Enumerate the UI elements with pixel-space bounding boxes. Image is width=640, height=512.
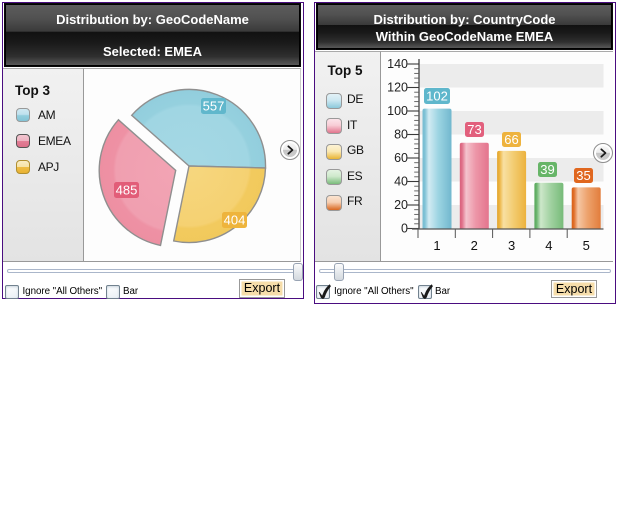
svg-text:1: 1	[433, 238, 440, 253]
svg-text:20: 20	[394, 198, 408, 212]
svg-text:40: 40	[394, 175, 408, 189]
svg-text:485: 485	[116, 183, 138, 198]
svg-text:80: 80	[394, 128, 408, 142]
svg-text:120: 120	[387, 81, 408, 95]
svg-text:4: 4	[545, 238, 552, 253]
svg-text:73: 73	[467, 122, 481, 137]
svg-text:100: 100	[387, 104, 408, 118]
svg-text:5: 5	[583, 238, 590, 253]
svg-text:557: 557	[203, 99, 225, 114]
svg-text:140: 140	[387, 57, 408, 71]
svg-text:2: 2	[471, 238, 478, 253]
svg-text:39: 39	[540, 162, 554, 177]
svg-text:404: 404	[224, 213, 246, 228]
svg-text:0: 0	[401, 222, 408, 236]
svg-text:3: 3	[508, 238, 515, 253]
svg-text:102: 102	[426, 89, 448, 104]
svg-text:60: 60	[394, 151, 408, 165]
svg-text:35: 35	[576, 168, 590, 183]
svg-text:66: 66	[504, 132, 518, 147]
